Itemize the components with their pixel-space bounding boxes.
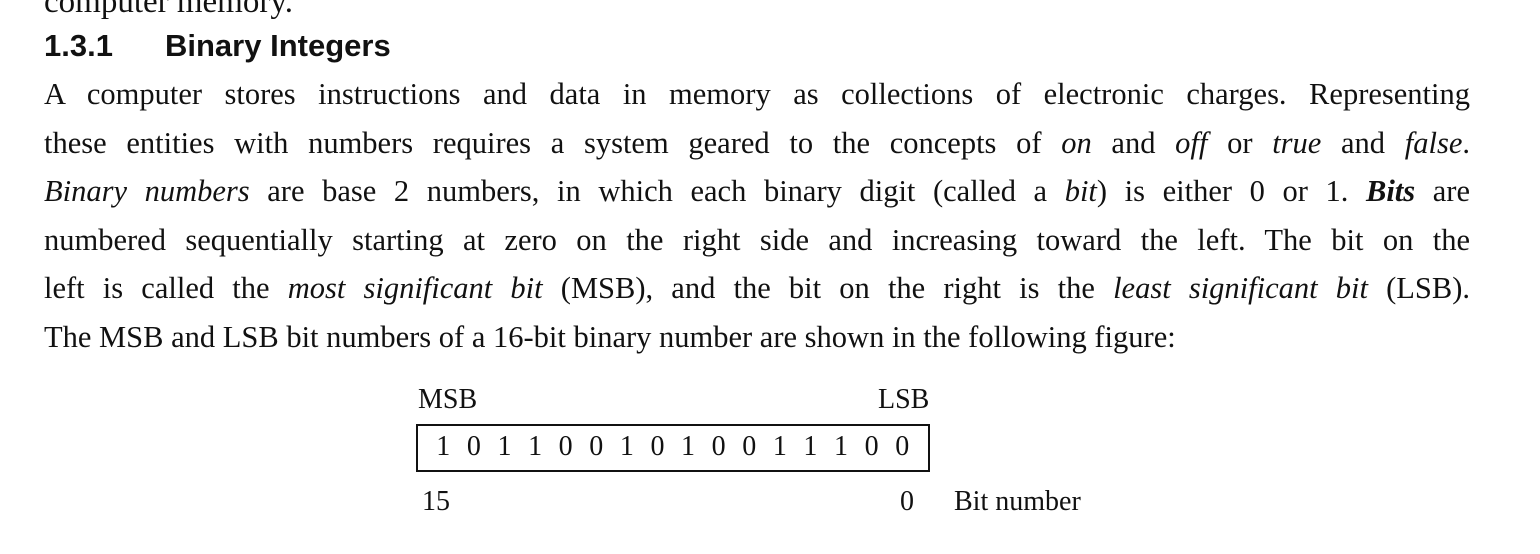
bit-digit: 0 xyxy=(650,431,665,462)
paragraph-line: left is called the most significant bit … xyxy=(44,264,1470,313)
text-run: (MSB), and the bit on the right is the xyxy=(542,271,1114,305)
italic-term: on xyxy=(1061,125,1092,160)
section-heading: 1.3.1 Binary Integers xyxy=(44,26,391,66)
italic-term: least significant bit xyxy=(1113,271,1368,305)
cut-off-previous-line: computer memory. xyxy=(44,0,293,20)
paragraph-line: numbered sequentially starting at zero o… xyxy=(44,222,1470,257)
bit-digit: 1 xyxy=(619,431,634,462)
italic-term: off xyxy=(1175,125,1208,160)
bit-digit: 0 xyxy=(742,431,757,462)
text-run: ) is either 0 or 1. xyxy=(1096,174,1366,208)
section-number: 1.3.1 xyxy=(44,28,113,63)
text-run: left is called the xyxy=(44,271,288,305)
bit-digit: 1 xyxy=(436,431,451,462)
bit-digit: 0 xyxy=(864,431,879,462)
bit-digit: 0 xyxy=(895,431,910,462)
text-run: are base 2 numbers, in which each binary… xyxy=(249,174,1065,208)
body-paragraph: A computer stores instructions and data … xyxy=(44,70,1470,361)
italic-term: bit xyxy=(1064,174,1097,208)
bit-number-caption: Bit number xyxy=(954,486,1081,517)
bit-digit: 0 xyxy=(466,431,481,462)
bit-digit: 0 xyxy=(589,431,604,462)
text-run: or xyxy=(1207,125,1273,160)
bit-digit: 0 xyxy=(711,431,726,462)
paragraph-line: Binary numbers are base 2 numbers, in wh… xyxy=(44,167,1470,216)
bit-digit: 1 xyxy=(528,431,543,462)
bit-digit: 1 xyxy=(772,431,787,462)
italic-term: true xyxy=(1272,125,1322,160)
bit-digit: 1 xyxy=(681,431,696,462)
text-run: (LSB). xyxy=(1367,271,1471,305)
bit-digit: 1 xyxy=(834,431,849,462)
text-run: and xyxy=(1091,125,1176,160)
text-run: . xyxy=(1462,125,1470,160)
bit-digit: 1 xyxy=(497,431,512,462)
paragraph-line: these entities with numbers requires a s… xyxy=(44,119,1470,168)
bit-box xyxy=(416,424,930,472)
lsb-label: LSB xyxy=(878,384,930,415)
section-title: Binary Integers xyxy=(165,28,391,63)
bit-digit: 0 xyxy=(558,431,573,462)
text-run: and xyxy=(1321,125,1405,160)
text-run: these entities with numbers requires a s… xyxy=(44,125,1062,160)
paragraph-line: A computer stores instructions and data … xyxy=(44,77,1470,111)
bit-digit: 1 xyxy=(803,431,818,462)
paragraph-line: The MSB and LSB bit numbers of a 16-bit … xyxy=(44,319,1176,354)
italic-term: false xyxy=(1404,125,1463,160)
msb-index-label: 15 xyxy=(422,486,450,517)
msb-label: MSB xyxy=(418,384,478,415)
text-run: are xyxy=(1415,174,1470,208)
italic-term: Binary numbers xyxy=(44,174,250,208)
lsb-index-label: 0 xyxy=(900,486,914,517)
italic-term: most significant bit xyxy=(287,271,543,305)
bold-italic-term: Bits xyxy=(1365,174,1416,208)
